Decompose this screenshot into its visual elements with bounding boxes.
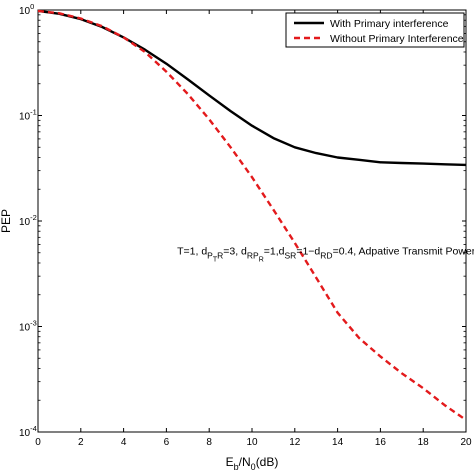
series-lines [37, 9, 467, 421]
x-axis-label: Eb/N0(dB) [226, 455, 279, 472]
legend-box [285, 12, 465, 48]
y-tick-label: 10-3 [19, 319, 37, 334]
y-axis-label: PEP [0, 209, 13, 233]
legend-entry: With Primary interference [330, 18, 449, 30]
plot-area: T=1, dPTR=3, dRPR=1,dSR=1−dRD=0.4, Adpat… [37, 9, 474, 433]
y-tick-label: 10-4 [19, 424, 37, 439]
x-tick-label: 20 [460, 437, 472, 448]
x-tick-label: 18 [418, 437, 430, 448]
x-tick-label: 10 [246, 437, 258, 448]
chart-annotation: T=1, dPTR=3, dRPR=1,dSR=1−dRD=0.4, Adpat… [177, 246, 474, 264]
x-tick-label: 8 [206, 437, 212, 448]
y-tick-label: 10-1 [19, 108, 37, 123]
x-axis-tick-labels: 0 2 4 6 8 10 12 14 16 18 20 [35, 437, 472, 448]
y-tick-label: 100 [19, 2, 34, 17]
series-line-2 [37, 9, 467, 421]
x-tick-label: 4 [121, 437, 127, 448]
x-tick-label: 2 [78, 437, 84, 448]
axis-ticks [37, 9, 467, 433]
plot-frame [37, 9, 467, 433]
x-tick-label: 16 [375, 437, 387, 448]
x-tick-label: 0 [35, 437, 41, 448]
legend: With Primary interference Without Primary… [285, 12, 465, 48]
x-tick-label: 14 [332, 437, 344, 448]
x-tick-label: 6 [164, 437, 170, 448]
legend-entry: Without Primary Interference [330, 33, 464, 45]
x-tick-label: 12 [289, 437, 301, 448]
y-axis-tick-labels: 100 10-1 10-2 10-3 10-4 [19, 2, 37, 439]
y-tick-label: 10-2 [19, 213, 37, 228]
